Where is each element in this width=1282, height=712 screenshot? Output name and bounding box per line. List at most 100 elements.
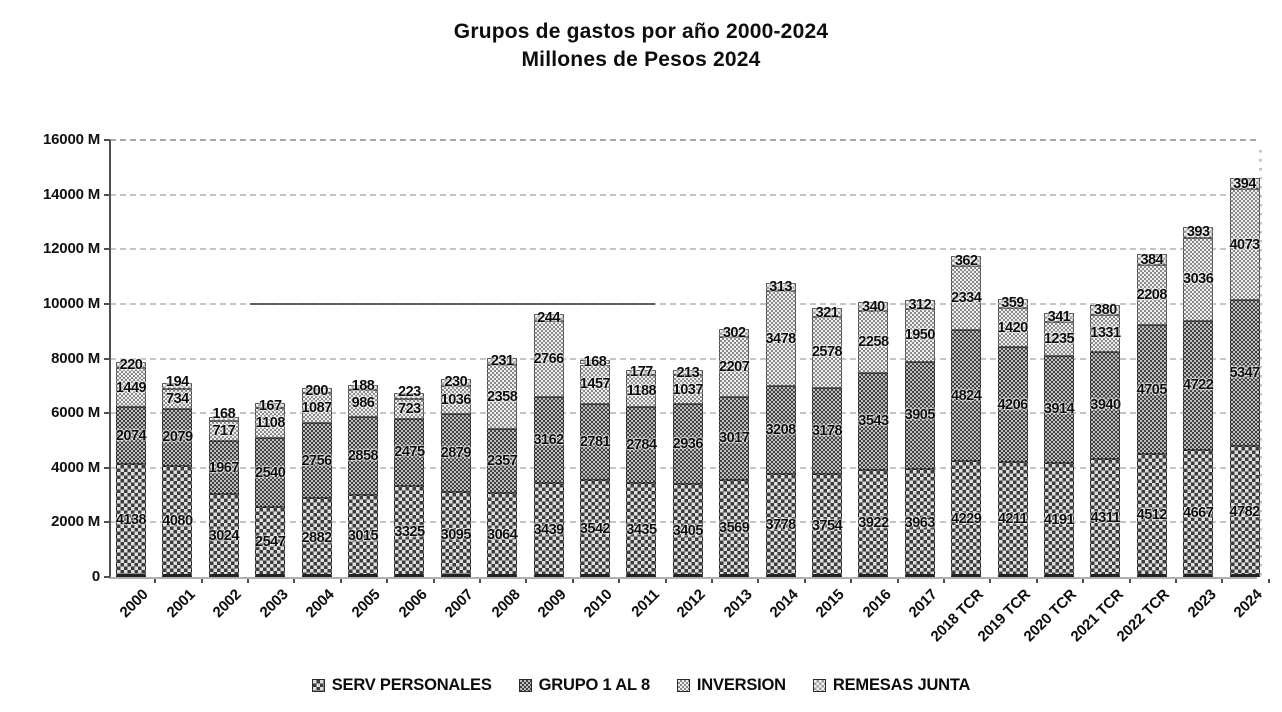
bar-value-label: 4512 [1136, 507, 1168, 524]
bar-segment-remesas-junta [162, 383, 193, 389]
bar-segment-remesas-junta [301, 387, 332, 394]
bar-segment-serv-personales [997, 461, 1028, 577]
x-axis-tick [803, 579, 806, 583]
bar-value-label: 167 [258, 397, 282, 414]
bar-segment-remesas-junta [487, 358, 518, 365]
bar-value-label: 3405 [672, 522, 704, 539]
bar-segment-serv-personales [1229, 446, 1260, 577]
bar-segment-serv-personales [116, 463, 146, 577]
x-axis-category-label: 2017 [905, 586, 941, 622]
bar-segment-serv-personales [626, 483, 657, 577]
bar-segment-inversion [626, 374, 657, 408]
bar-segment-serv-personales [208, 494, 239, 577]
bar-value-label: 1420 [997, 319, 1028, 336]
bar-value-label: 1037 [672, 381, 704, 398]
x-axis-tick [1035, 579, 1038, 583]
bar-value-label: 2207 [719, 358, 750, 375]
bar-value-label: 1449 [115, 379, 147, 396]
x-axis-category-label: 2024 [1230, 586, 1266, 622]
bar-value-label: 4311 [1090, 510, 1121, 527]
x-axis-tick [247, 579, 249, 583]
bar-value-label: 4782 [1229, 503, 1260, 520]
chart-title: Grupos de gastos por año 2000-2024 Millo… [0, 18, 1282, 75]
bar-segment-inversion [255, 407, 286, 439]
y-axis-tick-label: 6000 M [51, 404, 100, 422]
bar-value-label: 3940 [1090, 397, 1121, 414]
bar-value-label: 2578 [811, 344, 843, 361]
bar-segment-inversion [301, 393, 332, 423]
bar-value-label: 4206 [997, 396, 1028, 413]
y-axis-tick-label: 14000 M [43, 185, 100, 203]
bar-segment-grupo-1-al-8 [533, 396, 564, 484]
bar-value-label: 2547 [255, 534, 286, 551]
gridline-16000 [110, 139, 1256, 141]
x-axis-category-label: 2012 [673, 586, 709, 622]
bar-segment-grupo-1-al-8 [440, 413, 471, 493]
bar-value-label: 723 [398, 400, 421, 417]
x-axis-tick [200, 579, 203, 583]
bar-segment-grupo-1-al-8 [1044, 355, 1074, 463]
bar-segment-inversion [394, 398, 425, 419]
bar-value-label: 2357 [487, 453, 518, 470]
bar-segment-serv-personales [951, 461, 982, 577]
bar-value-label: 3162 [533, 431, 564, 448]
y-axis-tick [104, 412, 110, 415]
bar-segment-serv-personales [1136, 453, 1167, 577]
legend-swatch-remesas-junta-icon [812, 679, 826, 692]
bar-value-label: 734 [166, 390, 189, 407]
bar-value-label: 1087 [301, 400, 332, 417]
bar-value-label: 3095 [440, 526, 472, 543]
legend-label-grupo-1-al-8: GRUPO 1 AL 8 [538, 676, 650, 694]
x-axis-tick [1082, 579, 1085, 583]
x-axis-tick [479, 579, 481, 583]
bar-value-label: 4705 [1136, 381, 1168, 398]
bar-value-label: 321 [815, 304, 839, 321]
bar-value-label: 4191 [1043, 511, 1075, 528]
bar-segment-serv-personales [162, 465, 193, 577]
bar-segment-remesas-junta [719, 328, 750, 337]
bar-value-label: 302 [722, 324, 746, 341]
bar-segment-remesas-junta [626, 369, 657, 375]
bar-segment-grupo-1-al-8 [580, 404, 610, 481]
bar-value-label: 1967 [208, 459, 240, 476]
bar-segment-grupo-1-al-8 [812, 387, 842, 475]
bar-value-label: 359 [1001, 295, 1024, 312]
bar-segment-grupo-1-al-8 [348, 416, 378, 495]
bar-value-label: 2766 [533, 350, 564, 367]
bar-value-label: 3024 [208, 527, 240, 544]
y-axis-tick [104, 248, 110, 251]
y-axis-tick [104, 466, 110, 469]
bar-value-label: 3922 [858, 515, 889, 532]
bar-segment-serv-personales [440, 492, 471, 577]
bar-segment-remesas-junta [255, 403, 286, 408]
bar-segment-serv-personales [487, 493, 518, 577]
bar-segment-remesas-junta [1044, 312, 1074, 322]
bar-segment-inversion [1136, 264, 1167, 326]
bar-segment-remesas-junta [1136, 254, 1167, 265]
bar-value-label: 4080 [162, 513, 193, 530]
bar-segment-serv-personales [1090, 459, 1121, 577]
bar-segment-serv-personales [719, 479, 750, 577]
bar-value-label: 1331 [1090, 325, 1121, 342]
bar-segment-remesas-junta [208, 416, 239, 422]
bar-segment-remesas-junta [580, 359, 610, 365]
bar-segment-grupo-1-al-8 [394, 418, 425, 487]
x-axis-tick [943, 579, 945, 583]
x-axis-category-label: 2013 [720, 586, 756, 622]
bar-value-label: 2334 [951, 289, 982, 306]
scan-artifact [250, 302, 655, 305]
bar-segment-remesas-junta [858, 302, 889, 312]
bar-segment-remesas-junta [116, 361, 146, 368]
bar-value-label: 2781 [579, 434, 611, 451]
y-axis-tick [104, 139, 110, 141]
bar-segment-serv-personales [394, 486, 425, 577]
bar-segment-inversion [1183, 237, 1214, 321]
bar-value-label: 1235 [1043, 330, 1075, 347]
y-axis-tick-label: 8000 M [51, 349, 100, 367]
x-axis-category-label: 2011 [627, 586, 663, 621]
gridline-14000 [110, 193, 1256, 196]
bar-value-label: 717 [212, 422, 236, 439]
x-axis-tick [664, 579, 667, 583]
bar-value-label: 1457 [579, 376, 611, 393]
